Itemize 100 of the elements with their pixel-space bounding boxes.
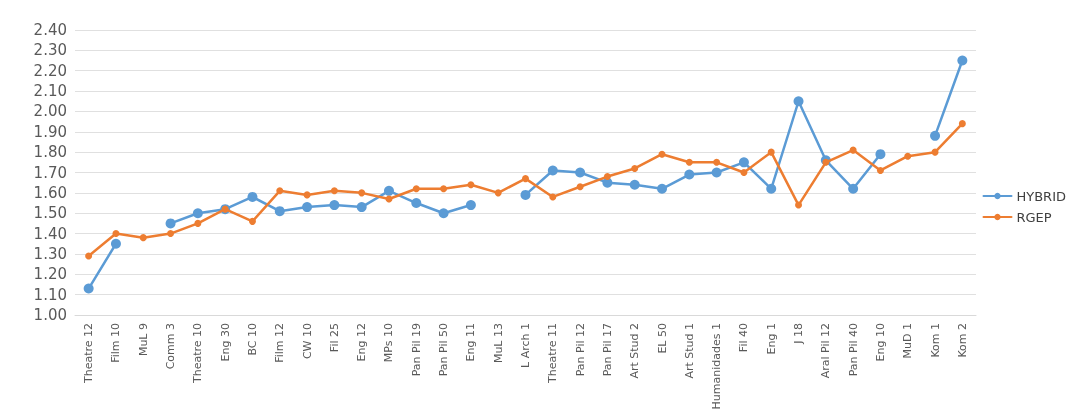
- x-tick-label: Eng 12: [355, 323, 369, 362]
- x-tick-label: Pan Pil 40: [846, 323, 860, 377]
- x-tick-label: Film 12: [273, 323, 287, 363]
- point: [657, 183, 668, 194]
- y-tick-label: 1.40: [33, 224, 67, 243]
- legend-label: RGEP: [1016, 209, 1052, 225]
- point: [547, 165, 558, 176]
- point: [795, 201, 803, 209]
- x-tick-label: MPs 10: [382, 323, 396, 363]
- point: [738, 157, 749, 168]
- x-tick-label: Aral Pil 12: [819, 323, 833, 379]
- point: [958, 120, 966, 128]
- x-tick-label: Pan Pil 19: [409, 323, 423, 377]
- point: [711, 167, 722, 178]
- point: [329, 200, 340, 211]
- x-tick-label: Humanidades 1: [710, 323, 724, 410]
- point: [412, 185, 420, 193]
- point: [494, 189, 502, 197]
- point: [110, 238, 121, 249]
- point: [904, 152, 912, 160]
- x-tick-label: Eng 10: [873, 323, 887, 362]
- point: [849, 146, 857, 154]
- point: [576, 183, 584, 191]
- point: [876, 166, 884, 174]
- y-tick-label: 1.50: [33, 204, 67, 223]
- y-tick-label: 1.80: [33, 143, 67, 162]
- point: [165, 218, 176, 229]
- point: [875, 149, 886, 160]
- point: [522, 175, 529, 183]
- point: [467, 181, 475, 189]
- point: [330, 187, 338, 195]
- point: [713, 158, 721, 166]
- point: [167, 230, 175, 238]
- x-tick-label: Theatre 10: [191, 323, 205, 385]
- point: [411, 198, 422, 209]
- y-tick-label: 2.00: [33, 102, 67, 121]
- point: [302, 202, 313, 213]
- x-tick-label: MuD 1: [901, 323, 915, 359]
- point: [957, 55, 968, 66]
- x-tick-label: Eng 11: [464, 323, 478, 362]
- point: [793, 96, 804, 107]
- y-tick-label: 1.70: [33, 163, 67, 182]
- point: [848, 183, 859, 194]
- x-tick-label: L Arch 1: [519, 323, 532, 368]
- x-tick-label: Theatre 11: [546, 323, 560, 385]
- x-tick-label: Theatre 12: [82, 323, 96, 385]
- point: [684, 169, 695, 180]
- y-tick-label: 2.40: [33, 21, 67, 39]
- x-tick-label: Pan Pil 17: [600, 323, 614, 377]
- x-tick-label: Pan Pil 12: [573, 323, 587, 377]
- x-tick-label: J 18: [792, 323, 806, 345]
- y-tick-label: 1.60: [33, 183, 67, 202]
- y-tick-label: 1.10: [33, 285, 67, 304]
- point: [740, 169, 748, 176]
- x-tick-label: Kom 1: [928, 323, 942, 358]
- x-tick-label: Fil 25: [327, 323, 341, 353]
- point: [440, 185, 448, 193]
- point: [139, 234, 147, 242]
- point: [112, 230, 120, 238]
- x-tick-label: Film 10: [109, 323, 123, 363]
- x-tick-label: CW 10: [300, 323, 314, 360]
- point: [766, 183, 777, 194]
- point: [465, 200, 476, 211]
- x-tick-label: MuL 9: [136, 323, 150, 357]
- x-tick-label: Eng 30: [218, 323, 232, 362]
- point: [247, 191, 258, 202]
- legend-label: HYBRID: [1016, 188, 1066, 204]
- point: [767, 148, 775, 156]
- point: [192, 208, 203, 219]
- point: [83, 283, 94, 294]
- y-tick-label: 1.30: [33, 244, 67, 263]
- x-tick-label: MuL 13: [491, 323, 505, 364]
- point: [930, 130, 941, 141]
- point: [603, 173, 611, 181]
- point: [276, 187, 284, 195]
- point: [629, 179, 640, 190]
- point: [520, 189, 531, 200]
- y-tick-label: 2.10: [33, 82, 67, 101]
- x-tick-label: Art Stud 2: [628, 323, 642, 379]
- point: [549, 193, 557, 201]
- point: [438, 208, 449, 219]
- x-tick-label: Art Stud 1: [682, 323, 696, 379]
- point: [358, 189, 366, 197]
- x-tick-label: Eng 1: [764, 323, 778, 355]
- point: [356, 202, 367, 213]
- y-tick-label: 1.20: [33, 265, 67, 284]
- y-tick-label: 1.00: [33, 306, 67, 324]
- point: [194, 219, 202, 227]
- x-tick-label: Kom 2: [955, 323, 969, 358]
- point: [575, 167, 586, 178]
- x-tick-label: BC 10: [245, 323, 259, 356]
- point: [248, 217, 256, 225]
- point: [384, 185, 394, 196]
- point: [631, 164, 639, 172]
- point: [274, 206, 285, 217]
- y-tick-label: 2.30: [33, 41, 67, 60]
- x-tick-label: Pan Pil 50: [437, 323, 451, 377]
- x-tick-label: EL 50: [655, 323, 669, 354]
- x-tick-label: Comm 3: [164, 323, 178, 370]
- y-tick-label: 2.20: [33, 61, 67, 80]
